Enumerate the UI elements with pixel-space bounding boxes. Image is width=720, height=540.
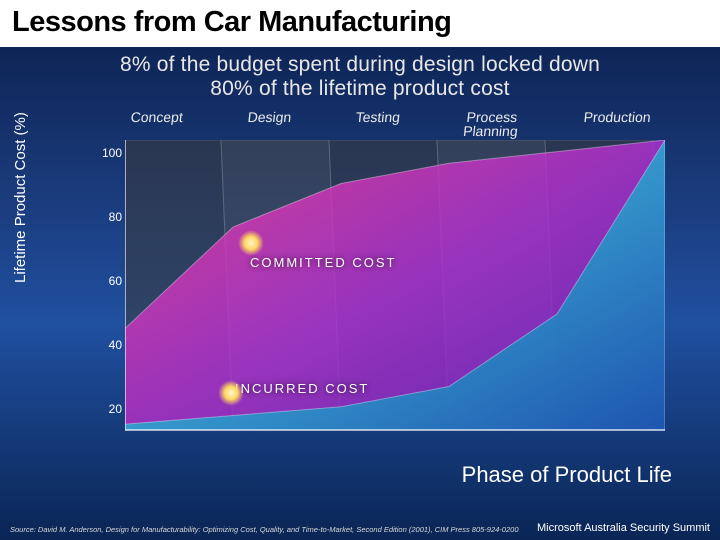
phase-label: Process Planning	[462, 110, 519, 138]
phase-label: Production	[582, 110, 652, 138]
headline-line2: 80% of the lifetime product cost	[0, 77, 720, 101]
phase-label: Testing	[353, 110, 400, 138]
y-tick: 80	[98, 210, 122, 224]
chart-svg	[125, 140, 665, 440]
y-tick: 20	[98, 402, 122, 416]
committed-label: COMMITTED COST	[250, 255, 396, 270]
phase-label: Design	[245, 110, 292, 138]
y-tick: 40	[98, 338, 122, 352]
slide-title: Lessons from Car Manufacturing	[12, 6, 708, 39]
title-bar: Lessons from Car Manufacturing	[0, 0, 720, 47]
incurred-label: INCURRED COST	[235, 381, 369, 396]
summit-label: Microsoft Australia Security Summit	[537, 522, 710, 534]
source-citation: Source: David M. Anderson, Design for Ma…	[10, 525, 519, 534]
chart-area: Lifetime Product Cost (%) 10080604020 Co…	[40, 118, 680, 458]
headline-line1: 8% of the budget spent during design loc…	[0, 53, 720, 77]
y-axis-ticks: 100 80 60 40 20	[98, 146, 122, 416]
headline: 8% of the budget spent during design loc…	[0, 53, 720, 101]
y-axis-label: Lifetime Product Cost (%)	[12, 112, 29, 283]
phase-label: Concept	[129, 110, 184, 138]
x-axis-label: Phase of Product Life	[462, 462, 672, 488]
y-tick: 100	[98, 146, 122, 160]
footer: Source: David M. Anderson, Design for Ma…	[10, 522, 710, 534]
y-tick: 60	[98, 274, 122, 288]
phase-labels: Concept Design Testing Process Planning Prod…	[130, 110, 680, 138]
